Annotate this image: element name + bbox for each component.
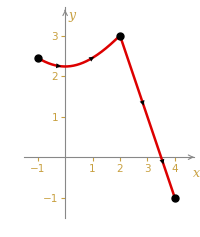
Text: x: x — [193, 167, 200, 180]
Text: y: y — [68, 9, 76, 22]
